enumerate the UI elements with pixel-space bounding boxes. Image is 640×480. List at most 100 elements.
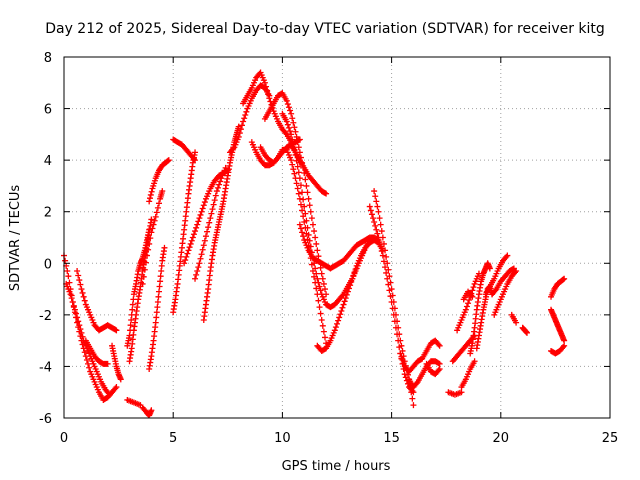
data-point <box>295 190 302 197</box>
data-point <box>151 217 158 224</box>
data-point <box>294 185 301 192</box>
data-point <box>321 286 328 293</box>
data-point <box>148 229 155 236</box>
data-point <box>192 149 199 156</box>
data-point <box>240 118 247 125</box>
data-point <box>282 130 289 137</box>
data-point <box>158 262 165 269</box>
data-point <box>378 228 385 235</box>
data-point <box>65 273 72 280</box>
data-point <box>371 188 378 195</box>
data-point <box>300 196 307 203</box>
data-point <box>313 270 320 277</box>
data-point <box>290 166 297 173</box>
data-point <box>104 360 111 367</box>
series-arc-39 <box>482 252 511 298</box>
data-point <box>146 198 153 205</box>
data-point <box>186 244 193 251</box>
data-point <box>380 258 387 265</box>
data-point <box>201 199 208 206</box>
data-point <box>317 264 324 271</box>
data-point <box>372 222 379 229</box>
data-point <box>289 136 296 143</box>
data-point <box>524 329 531 336</box>
data-point <box>462 306 469 313</box>
data-point <box>561 342 568 349</box>
data-point <box>561 337 568 344</box>
data-point <box>288 157 295 164</box>
data-point <box>195 218 202 225</box>
data-point <box>409 395 416 402</box>
series-arc-18 <box>226 82 273 156</box>
data-point <box>469 293 476 300</box>
data-point <box>382 247 389 254</box>
data-point <box>336 314 343 321</box>
data-point <box>379 252 386 259</box>
data-point <box>158 268 165 275</box>
series-arc-16 <box>192 164 229 282</box>
data-point <box>187 240 194 247</box>
data-points <box>61 69 568 419</box>
data-point <box>112 385 119 392</box>
series-arc-9 <box>139 188 166 287</box>
data-point <box>296 221 303 228</box>
data-point <box>470 284 477 291</box>
data-point <box>75 318 82 325</box>
data-point <box>113 327 120 334</box>
data-point <box>184 250 191 257</box>
data-point <box>319 322 326 329</box>
y-tick-label: -6 <box>39 412 52 427</box>
data-point <box>70 302 77 309</box>
data-point <box>211 197 218 204</box>
data-point <box>288 131 295 138</box>
data-point <box>388 286 395 293</box>
data-point <box>366 203 373 210</box>
series-arc-6 <box>124 396 144 409</box>
data-point <box>117 376 124 383</box>
data-point <box>74 314 81 321</box>
data-point <box>316 283 323 290</box>
data-point <box>77 326 84 333</box>
data-point <box>127 322 134 329</box>
data-point <box>74 268 81 275</box>
data-point <box>435 367 442 374</box>
y-tick-label: 6 <box>44 103 52 118</box>
data-point <box>513 319 520 326</box>
data-point <box>67 291 74 298</box>
data-point <box>315 297 322 304</box>
data-point <box>458 389 465 396</box>
data-point <box>293 180 300 187</box>
data-point <box>384 260 391 267</box>
data-point <box>321 334 328 341</box>
data-point <box>389 292 396 299</box>
data-point <box>377 243 384 250</box>
series-arc-5 <box>109 342 124 383</box>
data-point <box>323 190 330 197</box>
data-point <box>222 164 229 171</box>
data-point <box>140 273 147 280</box>
data-point <box>346 285 353 292</box>
data-point <box>370 215 377 222</box>
data-point <box>313 240 320 247</box>
data-point <box>155 293 162 300</box>
data-point <box>397 337 404 344</box>
data-point <box>216 181 223 188</box>
data-point <box>266 95 273 102</box>
data-point <box>113 384 120 391</box>
data-point <box>317 287 324 294</box>
series-arc-46 <box>548 342 568 357</box>
data-point <box>285 104 292 111</box>
x-tick-label: 20 <box>493 431 510 446</box>
data-point <box>349 275 356 282</box>
data-point <box>78 286 85 293</box>
data-point <box>197 255 204 262</box>
data-point <box>129 306 136 313</box>
data-point <box>316 304 323 311</box>
series-arc-11 <box>146 157 172 205</box>
data-point <box>241 115 248 122</box>
data-point <box>513 268 520 275</box>
data-point <box>79 333 86 340</box>
data-point <box>313 285 320 292</box>
series-arc-32 <box>445 389 465 398</box>
